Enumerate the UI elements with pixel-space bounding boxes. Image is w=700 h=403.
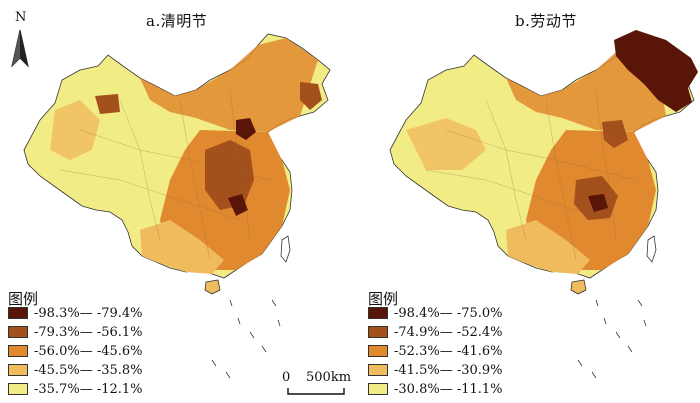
legend-label: -56.0%— -45.6% bbox=[34, 343, 143, 359]
region-south-b bbox=[506, 220, 590, 274]
legend-label: -74.9%— -52.4% bbox=[394, 324, 503, 340]
north-label: N bbox=[15, 10, 27, 25]
legend-label: -35.7%— -12.1% bbox=[34, 381, 143, 397]
legend-label: -79.3%— -56.1% bbox=[34, 324, 143, 340]
legend-label: -41.5%— -30.9% bbox=[394, 362, 503, 378]
legend-swatch bbox=[8, 345, 28, 357]
legend-b-item: -30.8%— -11.1% bbox=[368, 381, 503, 397]
map-laodong bbox=[389, 30, 698, 379]
legend-label: -30.8%— -11.1% bbox=[394, 381, 503, 397]
legend-label: -98.4%— -75.0% bbox=[394, 305, 503, 321]
legend-b-item: -74.9%— -52.4% bbox=[368, 324, 503, 340]
region-west-b bbox=[406, 118, 486, 170]
legend-a-item: -56.0%— -45.6% bbox=[8, 343, 143, 359]
region-north bbox=[140, 38, 318, 132]
region-northeast-dark bbox=[300, 82, 322, 110]
legend-label: -98.3%— -79.4% bbox=[34, 305, 143, 321]
legend-swatch bbox=[368, 345, 388, 357]
region-core-b bbox=[588, 194, 608, 212]
scale-zero: 0 bbox=[282, 370, 291, 385]
legend-a-item: -35.7%— -12.1% bbox=[8, 381, 143, 397]
region-sichuan-core bbox=[228, 194, 248, 216]
region-northeast-dark-b bbox=[614, 30, 698, 112]
legend-b: 图例 bbox=[368, 288, 518, 308]
legend-swatch bbox=[368, 364, 388, 376]
legend-b-item: -52.3%— -41.6% bbox=[368, 343, 503, 359]
legend-swatch bbox=[8, 307, 28, 319]
south-sea-dashes bbox=[211, 299, 281, 379]
region-beijing-core bbox=[236, 118, 256, 140]
legend-swatch bbox=[368, 307, 388, 319]
region-xinjiang-patch bbox=[95, 94, 120, 114]
region-central-dark bbox=[205, 140, 254, 210]
legend-a-item: -79.3%— -56.1% bbox=[8, 324, 143, 340]
legend-a-item: -98.3%— -79.4% bbox=[8, 305, 143, 321]
legend-swatch bbox=[368, 326, 388, 338]
legend-b-item: -41.5%— -30.9% bbox=[368, 362, 503, 378]
legend-b-item: -98.4%— -75.0% bbox=[368, 305, 503, 321]
region-hebei-b bbox=[602, 120, 628, 148]
scale-bar bbox=[287, 388, 345, 395]
legend-a-item: -45.5%— -35.8% bbox=[8, 362, 143, 378]
legend-swatch bbox=[8, 364, 28, 376]
south-sea-dashes-b bbox=[577, 299, 647, 379]
north-arrow-icon bbox=[11, 29, 29, 68]
legend-a-title: 图例 bbox=[8, 290, 39, 308]
region-west-light bbox=[50, 100, 100, 160]
map-qingming bbox=[23, 33, 331, 379]
region-south bbox=[140, 220, 224, 274]
legend-swatch bbox=[8, 326, 28, 338]
legend-b-title: 图例 bbox=[368, 290, 399, 308]
map-a-title: a.清明节 bbox=[146, 12, 208, 30]
legend-swatch bbox=[8, 383, 28, 395]
legend-a: 图例 bbox=[8, 288, 158, 398]
legend-label: -45.5%— -35.8% bbox=[34, 362, 143, 378]
map-b-title: b.劳动节 bbox=[515, 12, 577, 30]
scale-distance: 500km bbox=[306, 370, 352, 385]
legend-swatch bbox=[368, 383, 388, 395]
legend-label: -52.3%— -41.6% bbox=[394, 343, 503, 359]
